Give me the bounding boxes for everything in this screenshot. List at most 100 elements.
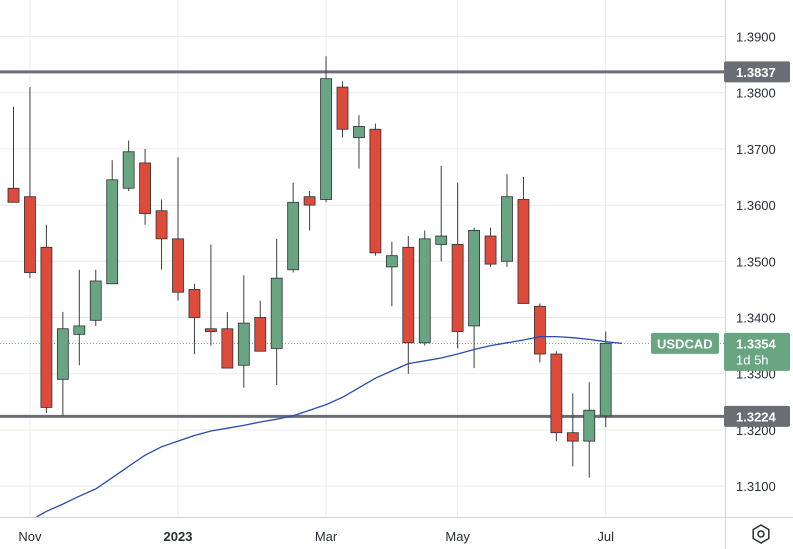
candle-up [468,227,481,369]
candle-down [336,81,349,138]
time-tick-label: Mar [315,529,338,544]
candle-body [155,210,168,240]
candle-down [303,191,316,231]
candle-body [303,196,316,206]
candle-down [155,199,168,270]
candle-down [534,303,546,363]
candle-down [7,106,20,203]
candle-up [599,331,612,428]
candle-body [287,201,300,271]
candle-down [484,227,497,267]
candle-down [451,182,464,349]
candle-up [287,182,300,273]
time-axis-ticks: Nov 2023 Mar May Jul [18,529,614,544]
candle-body [73,325,86,335]
candle-body [7,187,20,203]
candle-body [517,199,530,304]
candle-body [501,196,513,262]
candle-down [172,157,184,301]
candle-up [56,311,69,416]
candle-down [40,224,53,414]
candle-down [402,236,415,374]
candle-up [385,241,398,307]
candle-body [451,244,464,332]
resistance-level-label: 1.3837 [736,65,776,80]
candle-down [517,177,530,304]
candle-body [106,179,119,285]
candle-body [204,328,217,332]
candle-body [583,409,596,442]
chart-settings-icon[interactable] [752,524,770,544]
candle-body [369,128,382,254]
candle-up [320,56,332,203]
candle-up [122,140,135,192]
candle-body [221,328,234,369]
candle-body [56,328,69,380]
candle-up [89,269,102,326]
candle-up [73,269,86,366]
candle-body [320,78,332,200]
candle-down [566,393,579,467]
candle-up [106,160,119,285]
resistance-level-badge: 1.3837 [724,61,790,83]
price-tick-label: 1.3400 [736,311,776,326]
support-level-label: 1.3224 [736,409,777,424]
price-tick-label: 1.3900 [736,30,776,45]
candle-body [24,196,36,273]
candle-body [40,246,53,408]
horizontal-levels [0,70,725,418]
price-tick-label: 1.3500 [736,254,776,269]
candle-body [270,277,283,349]
candle-down [188,283,201,355]
candle-body [353,126,365,139]
candle-up [418,230,431,346]
price-tick-label: 1.3100 [736,479,776,494]
candle-down [204,244,217,346]
candle-up [583,382,596,478]
candle-body [418,238,431,344]
candle-up [270,238,283,385]
candle-down [550,351,563,442]
support-level-badge: 1.3224 [724,405,790,427]
candle-body [336,86,349,130]
candle-up [353,115,365,169]
candle-body [435,235,448,245]
time-tick-label: May [445,529,470,544]
candle-body [172,238,184,293]
candle-body [385,255,398,268]
last-price-badge: 1.3354 1d 5h [724,332,790,371]
price-tick-label: 1.3700 [736,142,776,157]
candle-up [435,165,448,262]
bar-countdown-label: 1d 5h [736,352,769,367]
candle-down [221,311,234,369]
candle-body [484,235,497,265]
last-price-label: 1.3354 [736,336,777,351]
symbol-tag[interactable]: USDCAD [651,332,719,354]
candle-up [237,275,250,388]
candle-down [254,300,267,352]
price-tick-label: 1.3600 [736,198,776,213]
candle-body [550,353,563,434]
candle-up [501,174,513,267]
moving-average-line [36,335,623,518]
candle-body [468,230,481,327]
symbol-label: USDCAD [657,336,713,351]
time-tick-label: 2023 [164,529,193,544]
price-axis[interactable] [725,0,793,517]
candles [7,56,612,478]
candle-down [139,148,152,225]
candle-down [24,87,36,279]
time-tick-label: Nov [18,529,42,544]
candle-body [566,432,579,442]
candle-body [122,151,135,189]
time-tick-label: Jul [597,529,614,544]
candle-body [237,322,250,366]
candle-body [254,317,267,352]
candle-body [599,342,612,417]
candle-body [534,305,546,355]
candle-body [139,162,152,214]
candle-body [89,280,102,321]
candle-down [369,123,382,256]
